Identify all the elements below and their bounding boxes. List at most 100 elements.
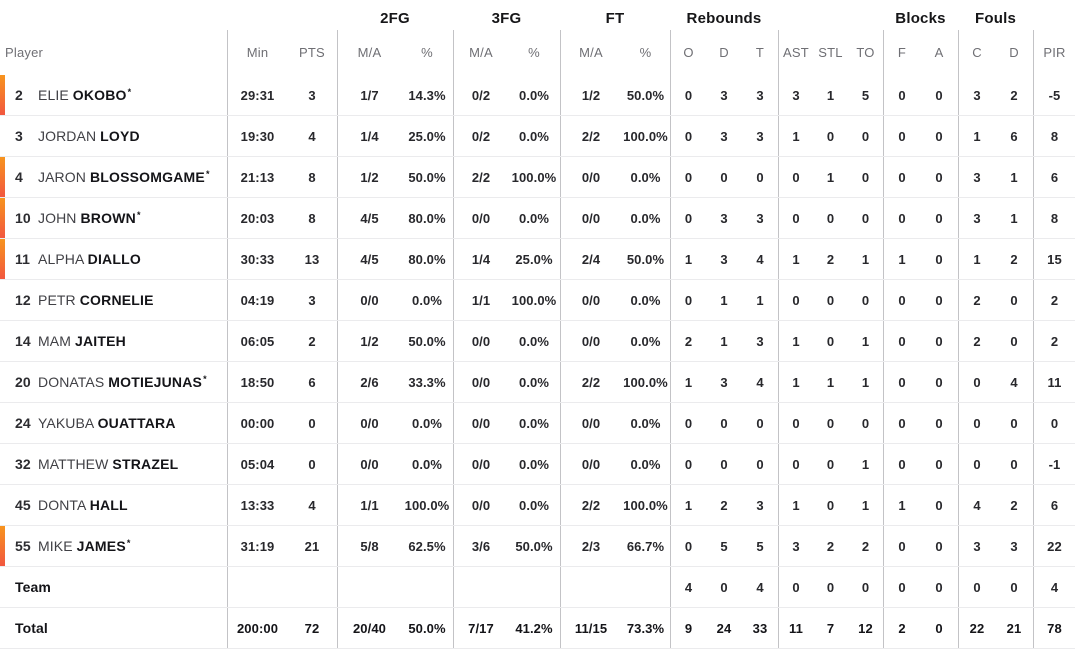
stat-cell-ma: 1/2 bbox=[560, 75, 621, 115]
stat-cell-min: 18:50 bbox=[227, 362, 287, 402]
group-header-ft: FT bbox=[605, 9, 625, 27]
stat-cell-c: 0 bbox=[958, 362, 995, 402]
player-row-3[interactable]: 3 JORDAN LOYD 19:30 4 1/4 25.0% 0/2 0.0% 2/2 100.… bbox=[0, 116, 1075, 157]
stat-cell-t: 3 bbox=[756, 87, 764, 103]
player-row-11[interactable]: 11 ALPHA DIALLO 30:33 13 4/5 80.0% 1/4 25.0% 2/4… bbox=[0, 239, 1075, 280]
stat-cell-: 0.0% bbox=[518, 333, 550, 349]
stat-cell-d: 24 bbox=[716, 620, 732, 636]
player-number: 2 bbox=[15, 87, 23, 103]
stat-cell-f: 2 bbox=[883, 608, 920, 648]
stat-cell-pir: 22 bbox=[1033, 526, 1075, 566]
stat-cell-a: 0 bbox=[935, 128, 943, 144]
player-name-cell: 32 MATTHEW STRAZEL bbox=[0, 444, 227, 484]
stat-cell-d: 2 bbox=[1010, 251, 1018, 267]
stat-cell-pts: 6 bbox=[308, 374, 316, 390]
stat-cell-t: 0 bbox=[756, 415, 764, 431]
stat-cell-to: 1 bbox=[861, 456, 870, 472]
stat-cell-ma: 0/0 bbox=[560, 198, 621, 238]
stat-cell-ast: 3 bbox=[778, 75, 813, 115]
player-number: 11 bbox=[15, 251, 30, 267]
stat-cell-pir: 11 bbox=[1033, 362, 1075, 402]
stat-cell-f: 0 bbox=[883, 526, 920, 566]
stat-cell-min: 31:19 bbox=[227, 526, 287, 566]
stat-cell-o: 0 bbox=[670, 116, 706, 156]
stat-cell-ma bbox=[453, 567, 508, 607]
column-header-: % bbox=[639, 45, 652, 60]
stat-cell-t: 3 bbox=[756, 497, 764, 513]
stat-cell-to: 0 bbox=[861, 579, 870, 595]
summary-label: Total bbox=[15, 620, 48, 636]
stat-cell-to: 0 bbox=[861, 169, 870, 185]
stat-cell-ma: 4/5 bbox=[337, 198, 401, 238]
stat-cell-pir: 4 bbox=[1033, 567, 1075, 607]
stat-cell-: 0.0% bbox=[411, 415, 443, 431]
group-header-2fg: 2FG bbox=[380, 9, 410, 27]
on-court-indicator bbox=[0, 526, 5, 566]
stat-cell-: 66.7% bbox=[626, 538, 665, 554]
player-row-14[interactable]: 14 MAM JAITEH 06:05 2 1/2 50.0% 0/0 0.0% 0/0 0.0%… bbox=[0, 321, 1075, 362]
player-number: 10 bbox=[15, 210, 31, 226]
column-header-ast: AST bbox=[778, 30, 813, 75]
stat-cell-a: 0 bbox=[935, 251, 943, 267]
stat-cell-d: 2 bbox=[720, 497, 728, 513]
player-name-cell: 11 ALPHA DIALLO bbox=[0, 239, 227, 279]
stat-cell-pts: 0 bbox=[308, 415, 316, 431]
player-number: 45 bbox=[15, 497, 31, 513]
player-row-20[interactable]: 20 DONATAS MOTIEJUNAS * 18:50 6 2/6 33.3% 0/0 0.… bbox=[0, 362, 1075, 403]
stat-cell-: 0.0% bbox=[518, 128, 550, 144]
stat-cell-to: 0 bbox=[861, 210, 870, 226]
player-row-45[interactable]: 45 DONTA HALL 13:33 4 1/1 100.0% 0/0 0.0% 2/2 100… bbox=[0, 485, 1075, 526]
player-row-24[interactable]: 24 YAKUBA OUATTARA 00:00 0 0/0 0.0% 0/0 0.0% 0/0… bbox=[0, 403, 1075, 444]
stat-cell-min: 04:19 bbox=[227, 280, 287, 320]
stat-cell-c: 0 bbox=[958, 403, 995, 443]
stat-cell-o: 0 bbox=[670, 198, 706, 238]
stat-cell-ma: 0/0 bbox=[453, 444, 508, 484]
stat-cell-ma: 11/15 bbox=[560, 608, 621, 648]
player-row-12[interactable]: 12 PETR CORNELIE 04:19 3 0/0 0.0% 1/1 100.0% 0/0… bbox=[0, 280, 1075, 321]
stat-cell-c: 1 bbox=[958, 116, 995, 156]
player-row-32[interactable]: 32 MATTHEW STRAZEL 05:04 0 0/0 0.0% 0/0 0.0% 0/0… bbox=[0, 444, 1075, 485]
stat-cell-o: 1 bbox=[670, 362, 706, 402]
player-row-55[interactable]: 55 MIKE JAMES * 31:19 21 5/8 62.5% 3/6 50.0% 2/3 6… bbox=[0, 526, 1075, 567]
player-number: 4 bbox=[15, 169, 23, 185]
stat-cell-: 50.0% bbox=[626, 87, 665, 103]
summary-label: Team bbox=[15, 579, 51, 595]
stat-cell-t: 3 bbox=[756, 210, 764, 226]
stat-cell-ma: 0/0 bbox=[453, 485, 508, 525]
player-name-cell: 12 PETR CORNELIE bbox=[0, 280, 227, 320]
stat-cell-c: 4 bbox=[958, 485, 995, 525]
stat-cell-min bbox=[227, 567, 287, 607]
player-number: 20 bbox=[15, 374, 31, 390]
stat-cell-d: 0 bbox=[720, 579, 728, 595]
player-name-cell: 4 JARON BLOSSOMGAME * bbox=[0, 157, 227, 197]
team-row: Team 4 0 4 0 0 0 0 0 0 0 4 bbox=[0, 567, 1075, 608]
stat-cell-min: 29:31 bbox=[227, 75, 287, 115]
player-name-cell: 14 MAM JAITEH bbox=[0, 321, 227, 361]
player-name-cell: 10 JOHN BROWN * bbox=[0, 198, 227, 238]
player-row-4[interactable]: 4 JARON BLOSSOMGAME * 21:13 8 1/2 50.0% 2/2 100.… bbox=[0, 157, 1075, 198]
stat-cell-t: 5 bbox=[756, 538, 764, 554]
stat-cell-: 73.3% bbox=[626, 620, 665, 636]
stat-cell-f: 0 bbox=[883, 403, 920, 443]
stat-cell-: 100.0% bbox=[404, 497, 450, 513]
player-row-2[interactable]: 2 ELIE OKOBO * 29:31 3 1/7 14.3% 0/2 0.0% 1/2 50.0… bbox=[0, 75, 1075, 116]
stat-cell-ma: 0/0 bbox=[453, 321, 508, 361]
stat-cell-d: 2 bbox=[1010, 87, 1018, 103]
stat-cell-ma bbox=[560, 567, 621, 607]
stat-cell-ma: 0/0 bbox=[560, 157, 621, 197]
player-first-name: MATTHEW bbox=[38, 456, 113, 472]
stat-cell-stl: 2 bbox=[826, 538, 835, 554]
stat-cell-t: 33 bbox=[752, 620, 768, 636]
player-first-name: JOHN bbox=[38, 210, 81, 226]
player-row-10[interactable]: 10 JOHN BROWN * 20:03 8 4/5 80.0% 0/0 0.0% 0/0 0.0… bbox=[0, 198, 1075, 239]
stat-cell-: 0.0% bbox=[630, 210, 661, 226]
player-last-name: OKOBO bbox=[72, 87, 127, 103]
stat-cell-: 25.0% bbox=[515, 251, 553, 267]
stat-cell-min: 06:05 bbox=[227, 321, 287, 361]
stat-cell-: 41.2% bbox=[515, 620, 553, 636]
stat-cell-pts: 2 bbox=[308, 333, 316, 349]
stat-cell-to: 0 bbox=[861, 415, 870, 431]
player-last-name: JAITEH bbox=[74, 333, 126, 349]
column-header-d: D bbox=[719, 45, 729, 60]
stat-cell-ma: 7/17 bbox=[453, 608, 508, 648]
